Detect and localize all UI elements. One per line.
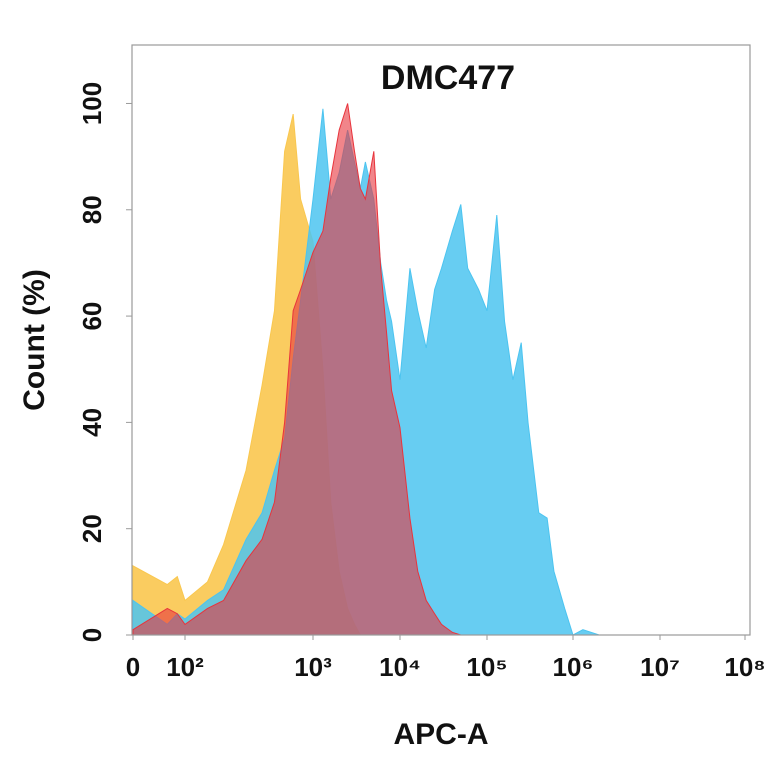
y-tick-label: 0 [77,628,107,642]
x-tick-label: 10⁶ [553,652,594,682]
x-tick-label: 10³ [294,652,332,682]
x-tick-label: 10⁸ [724,652,764,682]
x-tick-label: 10⁴ [379,652,421,682]
y-tick-label: 60 [77,302,107,331]
chart-title: DMC477 [381,59,515,97]
x-axis-label: APC-A [394,718,489,751]
y-tick-label: 20 [77,514,107,543]
x-tick-label: 0 [126,652,140,682]
plot-frame [131,44,751,636]
y-tick-label: 80 [77,195,107,224]
x-tick-label: 10² [166,652,204,682]
x-tick-label: 10⁷ [640,652,680,682]
plot-areas [132,103,745,636]
x-tick-label: 10⁵ [466,652,507,682]
y-tick-label: 40 [77,408,107,437]
y-tick-label: 100 [77,82,107,125]
y-axis-label: Count (%) [18,269,51,411]
